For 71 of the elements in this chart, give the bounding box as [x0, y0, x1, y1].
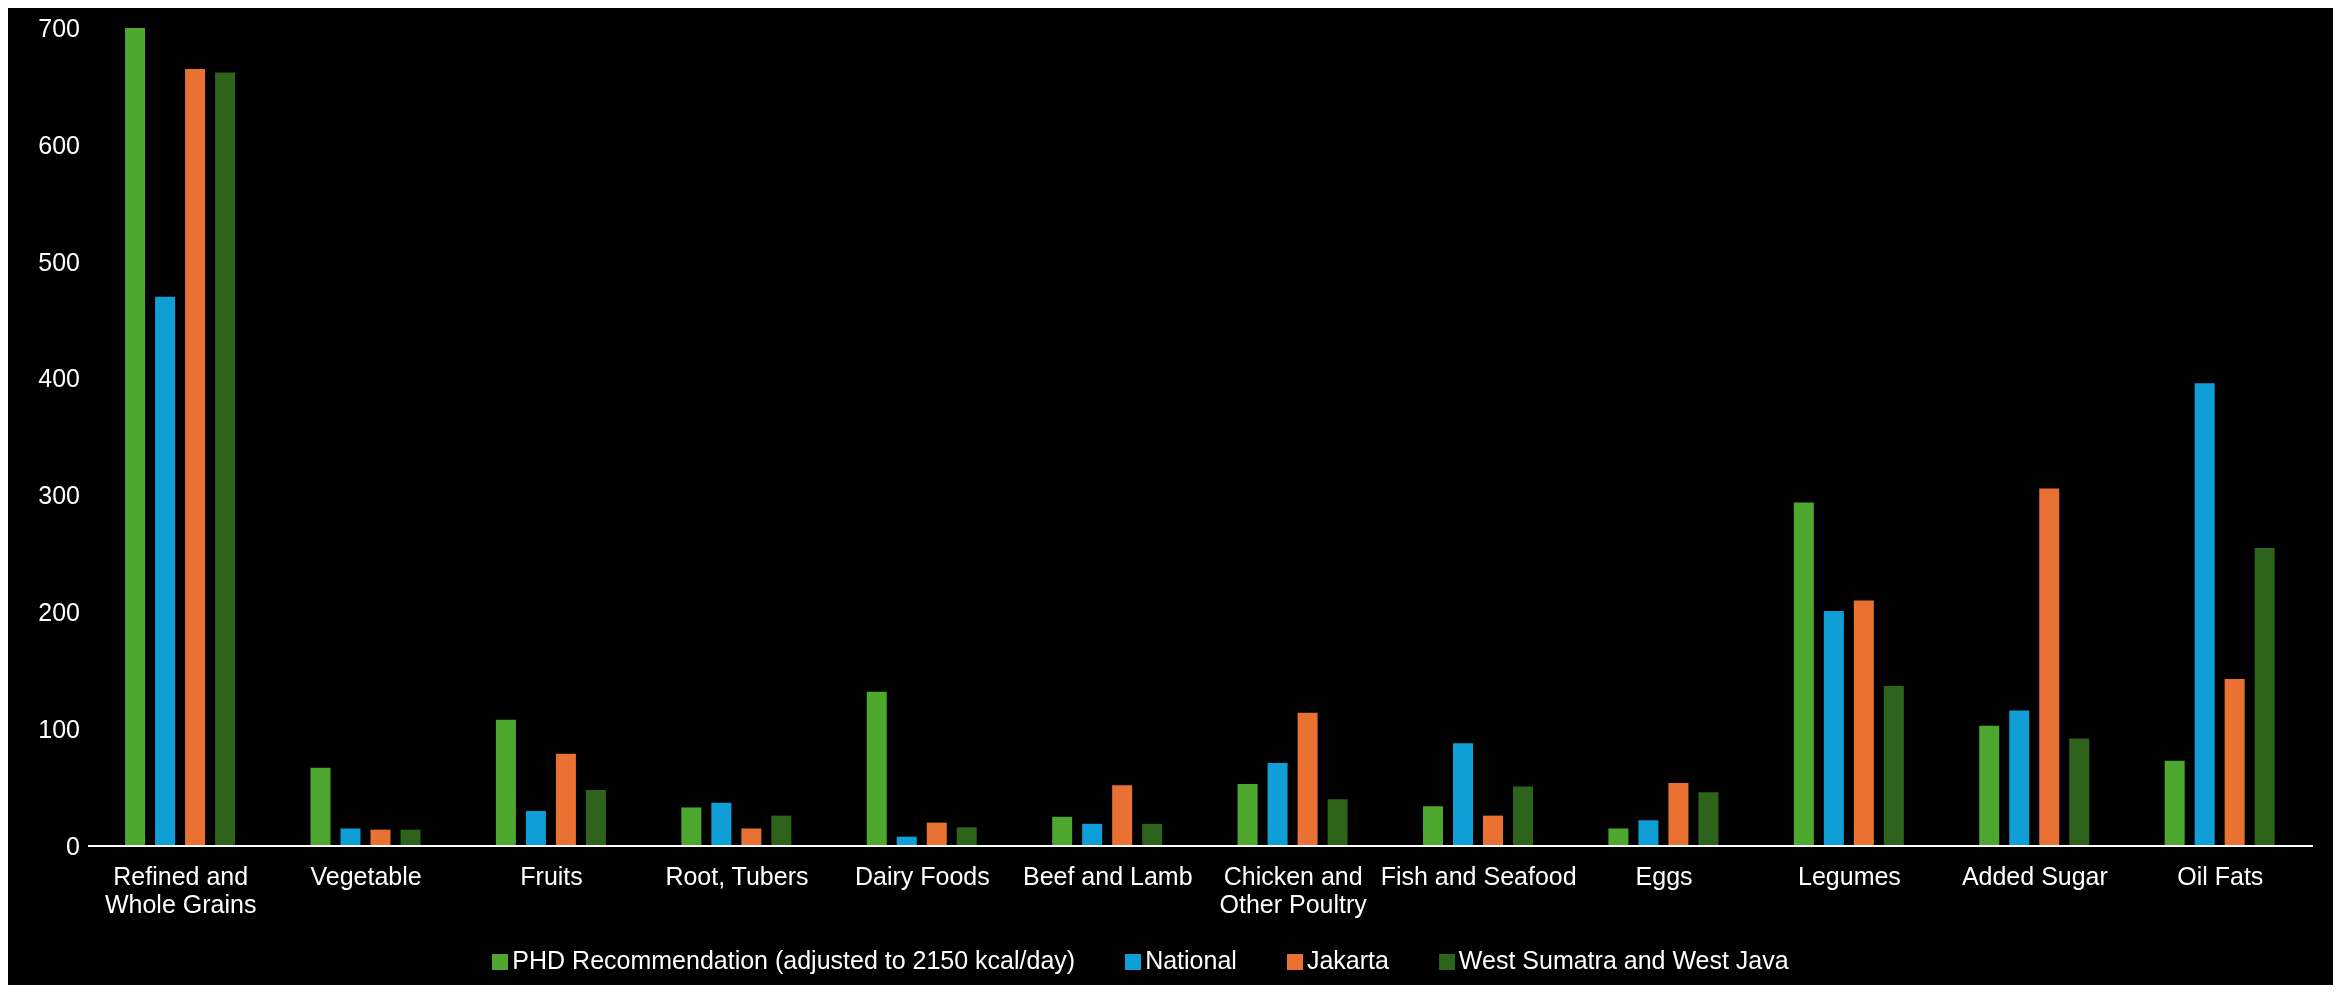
bar — [155, 296, 176, 846]
bar — [555, 753, 576, 846]
y-tick-label: 200 — [38, 598, 80, 627]
bar — [1327, 799, 1348, 846]
y-tick-label: 300 — [38, 481, 80, 510]
bar — [1112, 785, 1133, 846]
bar — [771, 815, 792, 846]
bar — [340, 828, 361, 846]
bar — [1793, 502, 1814, 846]
bar — [1513, 786, 1533, 846]
bar — [1483, 815, 1503, 846]
bar — [370, 829, 391, 846]
x-tick-label: Fish and Seafood — [1380, 861, 1577, 890]
bar — [125, 28, 146, 846]
bar — [1423, 806, 1443, 846]
x-tick-label: Legumes — [1798, 861, 1901, 890]
bar — [1453, 743, 1473, 846]
x-tick-label: Beef and Lamb — [1023, 861, 1193, 890]
bar — [1082, 823, 1103, 846]
bar — [525, 810, 546, 846]
y-tick-label: 0 — [66, 831, 80, 860]
bar — [2069, 738, 2090, 846]
y-tick-label: 600 — [38, 130, 80, 159]
bar — [1638, 820, 1659, 846]
bar — [1267, 763, 1288, 846]
bar — [310, 767, 331, 846]
bar — [1297, 712, 1318, 846]
bar — [1853, 600, 1874, 846]
bar — [711, 802, 732, 846]
bar — [215, 72, 236, 846]
bar — [495, 719, 516, 846]
x-tick-label: Oil Fats — [2177, 861, 2264, 890]
legend-label: National — [1145, 946, 1237, 974]
bar — [681, 807, 702, 846]
bar — [1237, 784, 1258, 846]
x-tick-label: Vegetable — [310, 861, 422, 890]
legend-label: West Sumatra and West Java — [1458, 946, 1789, 974]
x-tick-label: Root, Tubers — [665, 861, 809, 890]
legend-label: PHD Recommendation (adjusted to 2150 kcal/day) — [512, 946, 1076, 974]
x-tick-label: Fruits — [520, 861, 583, 890]
bar — [1823, 611, 1844, 846]
y-tick-label: 500 — [38, 247, 80, 276]
bar — [1883, 685, 1904, 846]
x-tick-label: Chicken and Other Poultry — [1219, 861, 1368, 919]
bar — [1052, 816, 1073, 846]
bar — [1142, 823, 1163, 846]
bar — [1668, 782, 1689, 846]
bar — [1608, 828, 1629, 846]
bar — [926, 822, 947, 846]
x-tick-label: Dairy Foods — [854, 861, 990, 890]
bar — [2254, 548, 2275, 846]
bar — [956, 827, 977, 846]
bar — [400, 829, 421, 846]
x-tick-label: Refined and Whole Grains — [104, 861, 257, 919]
y-tick-label: 400 — [38, 364, 80, 393]
x-tick-label: Eggs — [1635, 861, 1693, 890]
bar — [2164, 760, 2185, 846]
bar — [741, 828, 762, 846]
bar — [585, 789, 606, 846]
legend-label: Jakarta — [1306, 946, 1389, 974]
bar — [2224, 678, 2245, 846]
bar — [2194, 383, 2215, 846]
bar — [866, 691, 887, 846]
bar — [1979, 725, 2000, 846]
x-tick-label: Added Sugar — [1961, 861, 2108, 890]
y-tick-label: 100 — [38, 715, 80, 744]
y-tick-label: 700 — [38, 13, 80, 42]
bar — [2039, 488, 2060, 846]
bar — [1698, 792, 1719, 846]
bar — [185, 68, 206, 846]
bar — [2009, 710, 2030, 846]
